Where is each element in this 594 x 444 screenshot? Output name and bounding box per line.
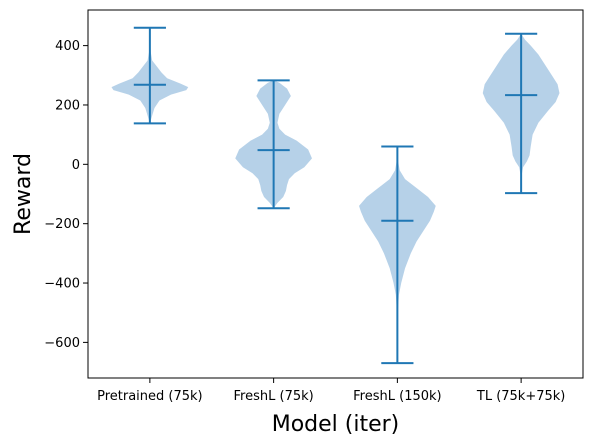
plot-frame — [87, 9, 584, 379]
y-axis: −600 −400 −200 0 200 400 — [44, 39, 88, 351]
y-tick-label: −400 — [44, 277, 80, 292]
y-tick-label: 200 — [55, 98, 80, 113]
x-tick-label: FreshL (75k) — [234, 389, 314, 404]
x-axis-label: Model (iter) — [272, 412, 400, 437]
y-tick-label: −600 — [44, 336, 80, 351]
y-tick-label: −200 — [44, 217, 80, 232]
y-axis-label: Reward — [11, 153, 36, 235]
y-tick-label: 400 — [55, 39, 80, 54]
x-tick-label: FreshL (150k) — [353, 389, 441, 404]
y-tick-label: 0 — [72, 158, 80, 173]
violins-layer — [111, 26, 560, 365]
x-tick-label: TL (75k+75k) — [476, 389, 566, 404]
x-axis: Pretrained (75k) FreshL (75k) FreshL (150k… — [97, 378, 565, 404]
x-tick-label: Pretrained (75k) — [97, 389, 203, 404]
